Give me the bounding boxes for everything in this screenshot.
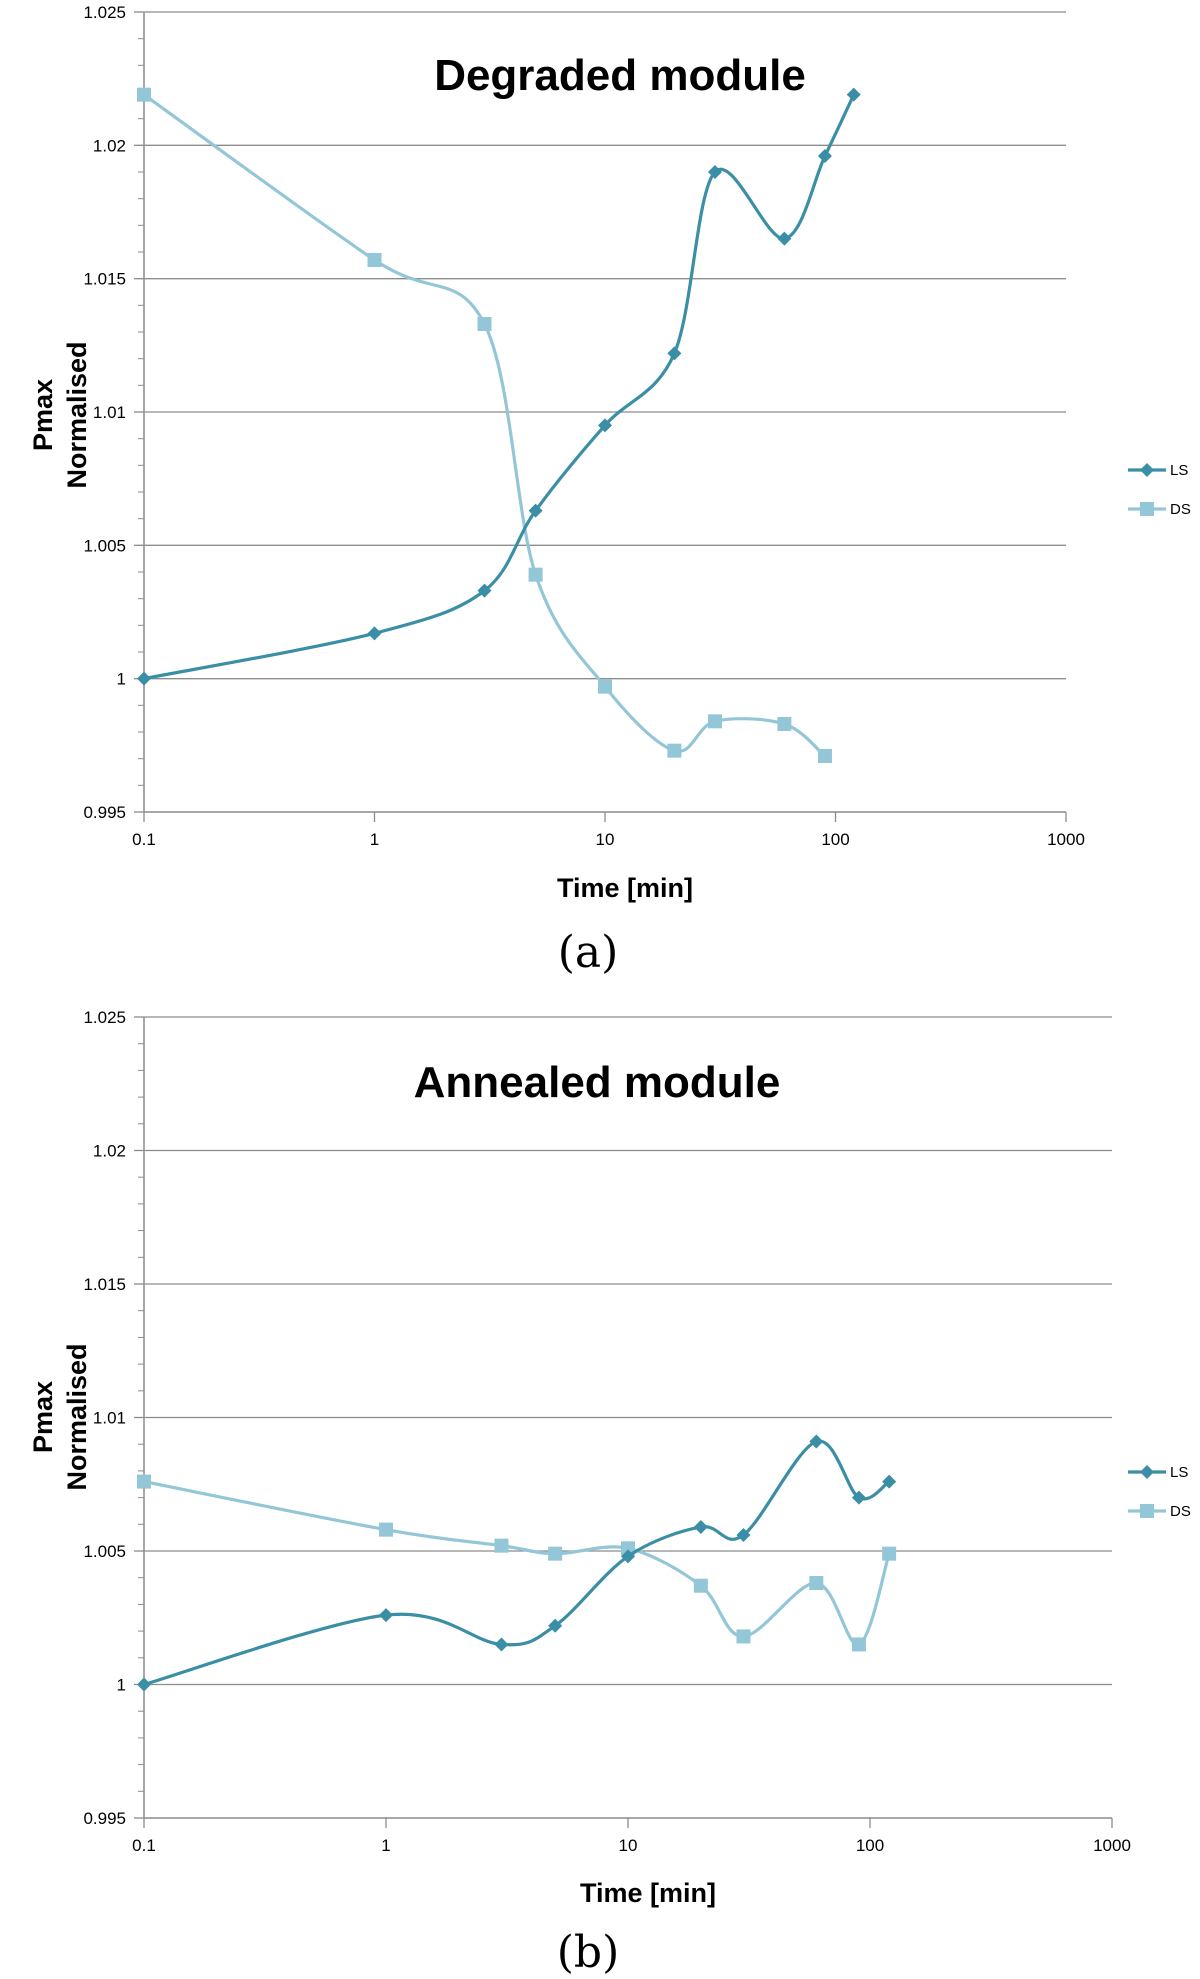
y-tick-label: 1.025	[83, 1008, 126, 1027]
data-point-ds	[707, 714, 722, 729]
series-line-ds	[143, 1480, 891, 1647]
legend-marker-ls	[1140, 463, 1154, 477]
y-tick-label: 1.02	[93, 1142, 126, 1161]
data-point-ls	[846, 87, 861, 102]
y-tick-label: 0.995	[83, 1809, 126, 1828]
data-point-ls	[882, 1474, 897, 1489]
data-point-ls	[598, 418, 612, 433]
data-point-ds	[736, 1629, 751, 1644]
data-point-ls	[817, 149, 832, 163]
chart-panel-a: 0.995 1 1.005 1.01 1.015 1.02 1.025 0.1 1 10 100 10…	[28, 3, 1191, 978]
chart-title: Degraded module	[434, 51, 806, 100]
legend: LS DS	[1128, 1464, 1191, 1520]
data-point-ds	[137, 1474, 151, 1489]
y-axis-label: Pmax Normalised	[28, 1343, 92, 1490]
data-point-ls	[494, 1637, 509, 1652]
series-line-ls	[143, 1439, 891, 1687]
legend-label-ls: LS	[1170, 1464, 1188, 1481]
series-line-ds	[143, 93, 827, 758]
chart-panel-b: 0.995 1 1.005 1.01 1.015 1.02 1.025 0.1 1 10 100 10…	[28, 1008, 1191, 1978]
y-tick-label: 1.005	[83, 536, 126, 555]
figure-caption: (a)	[558, 927, 619, 978]
data-point-ls	[667, 346, 682, 361]
y-axis-label-line-2: Normalised	[62, 1343, 92, 1490]
series-ds	[137, 1474, 897, 1652]
data-point-ls	[137, 1677, 151, 1692]
x-axis-label: Time [min]	[557, 873, 693, 903]
data-point-ls	[777, 231, 792, 246]
data-point-ls	[707, 165, 722, 179]
data-point-ds	[817, 749, 832, 763]
data-point-ds	[367, 253, 382, 267]
data-point-ls	[693, 1519, 708, 1534]
figure-caption: (b)	[557, 1927, 620, 1978]
data-point-ds	[621, 1541, 635, 1556]
x-tick-label: 0.1	[132, 1836, 156, 1855]
y-axis-label-line-1: Pmax	[28, 1381, 58, 1453]
y-tick-label: 1	[117, 1676, 126, 1695]
x-tick-label: 10	[596, 830, 615, 849]
y-tick-label: 1	[117, 670, 126, 689]
data-point-ds	[882, 1546, 897, 1561]
legend-label-ls: LS	[1170, 462, 1188, 479]
x-tick-label: 100	[821, 830, 849, 849]
y-tick-label: 1.01	[93, 1409, 126, 1428]
x-tick-label: 10	[619, 1836, 638, 1855]
x-tick-label: 1000	[1093, 1836, 1131, 1855]
legend-marker-ls	[1140, 1465, 1154, 1479]
data-point-ds	[494, 1538, 509, 1553]
data-point-ls	[379, 1608, 393, 1623]
data-point-ls	[548, 1618, 563, 1633]
data-point-ds	[477, 317, 492, 331]
legend-marker-ds	[1140, 1504, 1154, 1518]
series-ds	[137, 87, 832, 763]
series-ls	[137, 1434, 897, 1692]
data-point-ds	[693, 1578, 708, 1593]
y-tick-label: 1.005	[83, 1542, 126, 1561]
y-axis-label-line-1: Pmax	[28, 379, 58, 451]
y-tick-label: 1.015	[83, 270, 126, 289]
x-tick-label: 0.1	[132, 830, 156, 849]
y-axis-label: Pmax Normalised	[28, 341, 92, 488]
data-point-ds	[137, 87, 151, 102]
chart-title: Annealed module	[414, 1058, 781, 1107]
data-point-ls	[621, 1549, 635, 1564]
x-tick-label: 1000	[1047, 830, 1085, 849]
legend-marker-ds	[1140, 502, 1154, 516]
series-line-ls	[143, 93, 856, 681]
data-point-ls	[528, 503, 543, 518]
data-point-ds	[548, 1546, 563, 1561]
data-point-ds	[379, 1522, 393, 1537]
data-point-ds	[667, 743, 682, 758]
data-point-ds	[598, 679, 612, 694]
x-tick-label: 1	[370, 830, 379, 849]
y-tick-label: 1.015	[83, 1275, 126, 1294]
y-tick-label: 1.025	[83, 3, 126, 22]
y-tick-label: 0.995	[83, 803, 126, 822]
x-tick-label: 1	[381, 1836, 390, 1855]
data-point-ds	[777, 717, 792, 731]
y-tick-label: 1.01	[93, 403, 126, 422]
data-point-ds	[528, 567, 543, 582]
data-point-ls	[367, 626, 382, 641]
data-point-ls	[137, 671, 151, 686]
series-ls	[137, 87, 861, 686]
legend-label-ds: DS	[1170, 501, 1191, 518]
x-axis-label: Time [min]	[580, 1878, 716, 1908]
y-axis-label-line-2: Normalised	[62, 341, 92, 488]
data-point-ls	[809, 1434, 824, 1449]
legend-label-ds: DS	[1170, 1503, 1191, 1520]
data-point-ds	[851, 1637, 866, 1652]
legend: LS DS	[1128, 462, 1191, 518]
x-tick-label: 100	[856, 1836, 884, 1855]
data-point-ls	[851, 1490, 866, 1505]
y-tick-label: 1.02	[93, 136, 126, 155]
data-point-ls	[736, 1527, 751, 1542]
data-point-ls	[477, 583, 492, 598]
data-point-ds	[809, 1576, 824, 1591]
